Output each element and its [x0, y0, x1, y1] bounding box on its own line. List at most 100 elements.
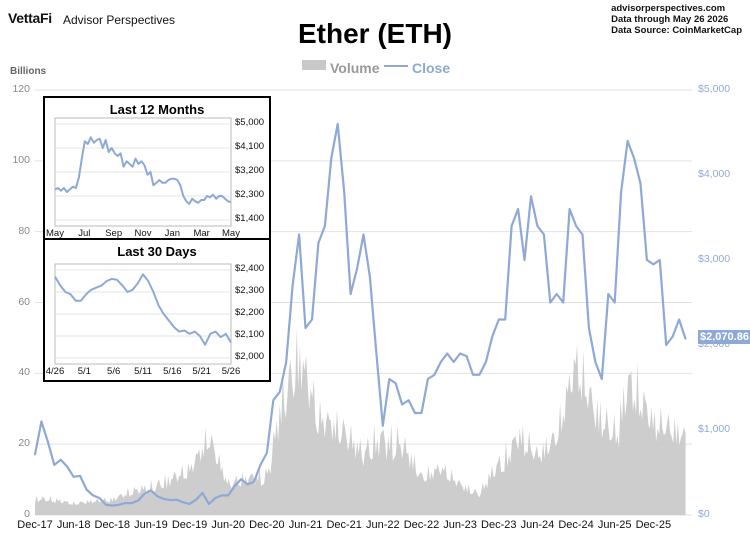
close-line: [33, 122, 687, 507]
close-point: [330, 157, 333, 159]
brand-subtitle: Advisor Perspectives: [63, 13, 176, 27]
close-point: [369, 276, 371, 278]
close-point: [459, 352, 461, 355]
x-tick-label: Dec-25: [635, 519, 672, 531]
source-block: advisorperspectives.com Data through May…: [611, 3, 742, 36]
inset-30d-plot: [54, 263, 232, 365]
close-point: [156, 495, 159, 498]
close-point: [510, 225, 513, 227]
close-point: [169, 499, 172, 501]
x-tick-label: Jun-24: [520, 519, 555, 531]
close-point: [362, 233, 365, 236]
inset-x-tick-label: 5/16: [163, 366, 182, 377]
inset-x-tick-label: 5/26: [221, 366, 241, 377]
y-right-tick-label: $3,000: [698, 253, 731, 265]
close-point: [72, 475, 75, 478]
inset-30d-title: Last 30 Days: [117, 244, 197, 259]
close-point: [439, 361, 442, 363]
close-point: [47, 441, 49, 443]
close-point: [613, 301, 616, 304]
close-point: [34, 453, 36, 456]
close-point: [343, 191, 345, 193]
inset-last-12-months: Last 12 Months $5,000 $4,100 $3,200 $2,300 $…: [43, 96, 271, 240]
close-point: [433, 373, 436, 376]
close-point: [555, 293, 558, 295]
x-tick-label: Dec-24: [558, 519, 594, 531]
close-point: [536, 225, 539, 227]
close-point: [208, 503, 210, 505]
inset-x-tick-label: Jan: [164, 228, 180, 239]
inset-y-tick-label: $2,300: [235, 285, 265, 296]
inset-12m-plot: [54, 117, 232, 227]
legend-close-label: Close: [412, 60, 451, 76]
close-point: [639, 182, 642, 185]
close-point: [543, 233, 545, 236]
close-point: [568, 208, 571, 210]
close-point: [633, 157, 635, 159]
close-point: [607, 293, 610, 295]
inset-y-tick-label: $2,200: [235, 307, 265, 318]
close-point: [394, 382, 397, 385]
inset-x-tick-label: Sep: [105, 228, 123, 239]
close-point: [66, 465, 69, 468]
y-left-tick-label: 80: [18, 224, 30, 237]
y-right-tick-label: $1,000: [698, 423, 731, 435]
close-point: [175, 498, 178, 501]
x-tick-label: Dec-19: [171, 519, 208, 531]
inset-y-tick-label: $2,100: [235, 329, 265, 340]
close-point: [188, 503, 191, 505]
close-point: [407, 399, 410, 402]
close-point: [53, 464, 56, 466]
close-point: [523, 259, 526, 261]
inset-x-tick-label: Nov: [134, 228, 152, 239]
chart-title: Ether (ETH): [298, 18, 452, 49]
close-point: [266, 452, 268, 454]
y-right-tick-label: $2,000: [698, 338, 731, 350]
close-point: [549, 301, 552, 304]
close-point: [137, 499, 139, 502]
source-line-2: Data through May 26 2026: [611, 14, 729, 25]
close-point: [388, 378, 391, 380]
y-left-tick-label: 20: [18, 437, 30, 450]
close-point: [465, 355, 468, 357]
close-point: [452, 361, 455, 363]
close-point: [214, 497, 217, 499]
inset-y-tick-label: $1,400: [235, 213, 265, 224]
inset-12m-title: Last 12 Months: [109, 102, 205, 117]
close-point: [671, 335, 674, 338]
x-tick-label: Jun-19: [134, 519, 168, 531]
legend-volume-swatch: [302, 60, 326, 70]
current-price-label: $2,070.86: [698, 330, 750, 344]
y-right-tick-label: $5,000: [698, 83, 731, 95]
close-point: [98, 497, 101, 499]
inset-x-tick-label: Jul: [78, 228, 91, 239]
y-right-tick-label: $4,000: [698, 168, 731, 180]
legend-volume-label: Volume: [330, 60, 380, 76]
close-point: [472, 373, 474, 376]
x-tick-label: Dec-20: [249, 519, 285, 531]
close-point: [446, 352, 449, 355]
close-point: [201, 492, 204, 494]
inset-x-tick-label: May: [46, 228, 64, 239]
close-point: [349, 293, 352, 295]
close-point: [182, 501, 184, 504]
close-point: [658, 259, 661, 261]
close-point: [336, 123, 339, 125]
close-point: [317, 242, 320, 244]
close-point: [85, 488, 88, 491]
close-point: [240, 478, 242, 481]
source-line-1: advisorperspectives.com: [611, 3, 726, 14]
close-point: [652, 263, 655, 266]
volume-area: [35, 327, 686, 515]
close-point: [79, 475, 81, 477]
close-point: [581, 233, 584, 236]
inset-x-tick-label: 5/1: [77, 366, 91, 377]
x-tick-label: Jun-18: [56, 519, 91, 531]
close-point: [485, 361, 487, 363]
close-point: [375, 352, 378, 355]
close-point: [124, 502, 126, 504]
x-tick-label: Dec-23: [481, 519, 517, 531]
inset-x-tick-label: 5/11: [134, 366, 152, 377]
close-point: [575, 225, 577, 227]
close-point: [111, 504, 114, 507]
